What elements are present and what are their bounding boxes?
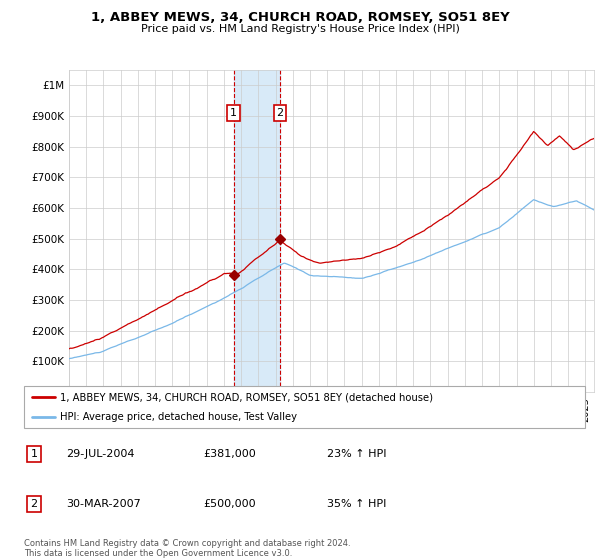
Text: £500,000: £500,000 (203, 499, 256, 508)
Text: 29-JUL-2004: 29-JUL-2004 (66, 449, 134, 459)
Text: 30-MAR-2007: 30-MAR-2007 (66, 499, 141, 508)
Text: Contains HM Land Registry data © Crown copyright and database right 2024.
This d: Contains HM Land Registry data © Crown c… (24, 539, 350, 558)
Bar (234, 70, 280, 392)
Text: 1, ABBEY MEWS, 34, CHURCH ROAD, ROMSEY, SO51 8EY (detached house): 1, ABBEY MEWS, 34, CHURCH ROAD, ROMSEY, … (61, 393, 433, 402)
Text: 1: 1 (31, 449, 38, 459)
Text: 2: 2 (276, 108, 283, 118)
Text: Price paid vs. HM Land Registry's House Price Index (HPI): Price paid vs. HM Land Registry's House … (140, 24, 460, 34)
Text: 1: 1 (230, 108, 237, 118)
Text: HPI: Average price, detached house, Test Valley: HPI: Average price, detached house, Test… (61, 413, 298, 422)
Text: 35% ↑ HPI: 35% ↑ HPI (327, 499, 386, 508)
Text: 1, ABBEY MEWS, 34, CHURCH ROAD, ROMSEY, SO51 8EY: 1, ABBEY MEWS, 34, CHURCH ROAD, ROMSEY, … (91, 11, 509, 24)
Text: £381,000: £381,000 (203, 449, 256, 459)
Text: 2: 2 (31, 499, 38, 508)
Text: 23% ↑ HPI: 23% ↑ HPI (327, 449, 386, 459)
